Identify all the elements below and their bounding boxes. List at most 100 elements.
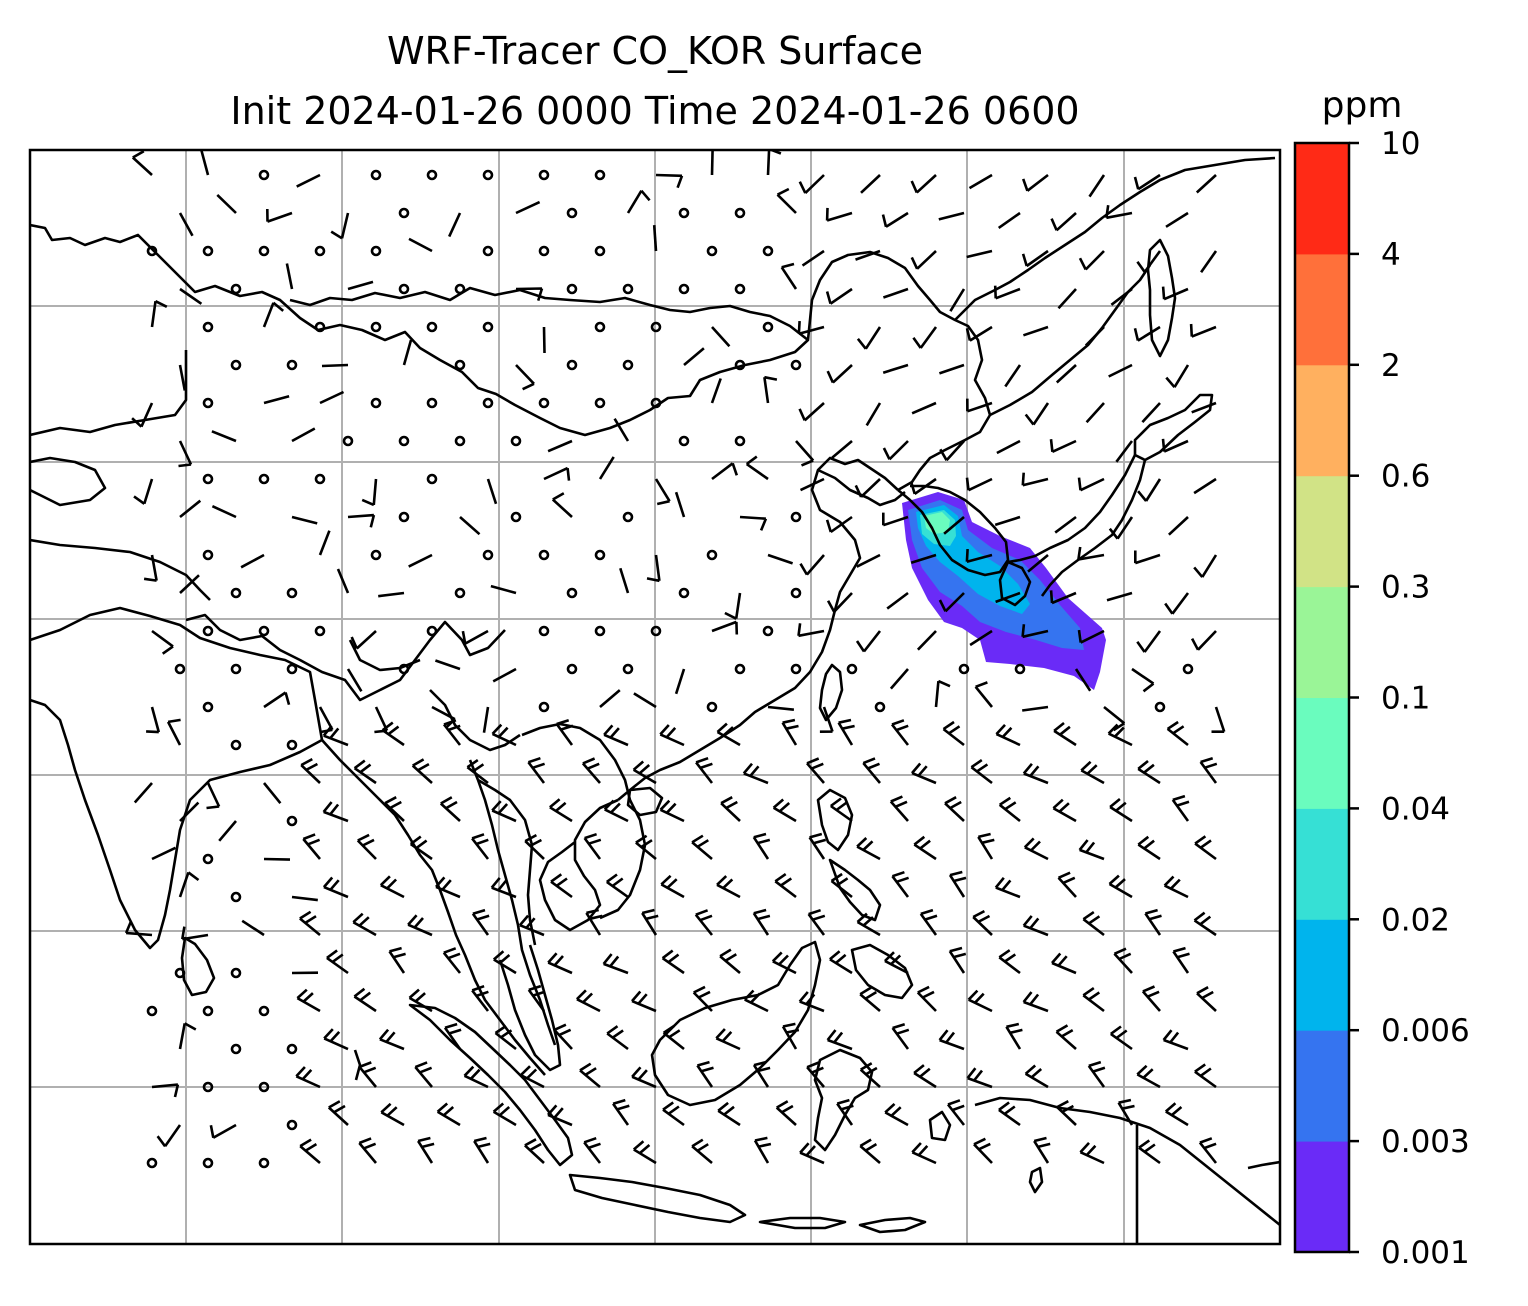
calm-wind-marker: [230, 587, 242, 599]
wind-barb: [1022, 325, 1049, 337]
wind-barb: [998, 1101, 1021, 1127]
wind-barb: [302, 833, 321, 860]
wind-barb: [771, 951, 797, 975]
calm-wind-marker: [398, 283, 410, 295]
calm-wind-marker: [398, 663, 410, 675]
wind-barb: [859, 986, 881, 1012]
wind-barb: [181, 926, 209, 941]
wind-barb: [659, 724, 685, 747]
calm-wind-marker: [1154, 701, 1166, 713]
wind-barb: [972, 909, 993, 936]
colorbar-tick-label: 0.006: [1381, 1013, 1470, 1049]
calm-wind-marker: [482, 169, 494, 181]
wind-barb: [660, 874, 685, 899]
wind-barb: [1057, 288, 1077, 310]
calm-wind-marker: [426, 397, 438, 409]
wind-barb: [946, 1099, 966, 1126]
wind-barb: [602, 953, 629, 975]
calm-wind-marker: [314, 321, 326, 333]
wind-barb: [1136, 1064, 1161, 1089]
wind-barb: [408, 988, 433, 1013]
calm-wind-marker: [762, 625, 774, 637]
calm-wind-marker: [202, 853, 214, 865]
wind-barb: [166, 718, 182, 746]
wind-barb: [1189, 323, 1217, 338]
wind-barb: [322, 876, 349, 899]
wind-barb: [407, 914, 433, 937]
wind-barb: [143, 554, 158, 582]
wind-barb: [881, 211, 909, 228]
calm-wind-marker: [258, 245, 270, 257]
calm-wind-marker: [286, 815, 298, 827]
wind-barb: [1021, 472, 1049, 487]
wind-barb: [619, 567, 630, 594]
wind-barb: [1137, 835, 1161, 861]
wind-barb: [291, 895, 318, 902]
colorbar-tick-label: 0.001: [1381, 1235, 1470, 1271]
calm-wind-marker: [846, 663, 858, 675]
map-panel: [28, 148, 1282, 1246]
wind-barb: [490, 877, 517, 899]
wind-barb: [206, 782, 221, 810]
wind-barb: [910, 553, 937, 565]
wind-barb: [471, 984, 490, 1012]
wind-barb: [806, 757, 825, 784]
wind-barb: [799, 1142, 825, 1165]
map-frame: [28, 148, 1282, 1246]
wind-barb: [631, 1066, 657, 1089]
calm-wind-marker: [566, 663, 578, 675]
wind-barb: [938, 363, 965, 375]
wind-barb: [300, 757, 321, 784]
wind-barb: [1052, 798, 1077, 823]
wind-barb: [942, 720, 965, 747]
wind-barb: [939, 440, 965, 462]
wind-barb: [482, 706, 490, 733]
wind-barb: [179, 801, 200, 822]
wind-barb: [323, 1028, 349, 1051]
wind-barb: [1138, 1139, 1161, 1165]
colorbar-tick-label: 0.02: [1381, 902, 1450, 938]
wind-barb: [862, 757, 881, 784]
calm-wind-marker: [594, 397, 606, 409]
wind-barb: [1191, 401, 1217, 414]
wind-barb: [266, 208, 293, 223]
wind-barb: [133, 782, 153, 804]
wind-barb: [1194, 835, 1217, 861]
wind-barb: [384, 796, 405, 822]
wind-barb: [1051, 952, 1077, 975]
wind-barb: [178, 440, 193, 468]
wind-barb: [443, 1022, 462, 1050]
wind-barb: [603, 799, 629, 823]
wind-barb: [1200, 250, 1218, 274]
wind-barb: [241, 919, 265, 937]
calm-wind-marker: [706, 245, 718, 257]
wind-barb: [435, 876, 461, 899]
wind-barb: [767, 705, 795, 711]
wind-barb: [603, 724, 629, 747]
wind-barb: [994, 515, 1021, 527]
calm-wind-marker: [790, 511, 802, 523]
wind-barb: [547, 439, 573, 453]
wind-barb: [378, 1028, 405, 1051]
calm-wind-marker: [286, 587, 298, 599]
wind-barb: [692, 985, 713, 1012]
wind-barb: [146, 706, 161, 734]
colorbar-segment: [1295, 1141, 1349, 1253]
wind-barb: [683, 347, 705, 366]
calm-wind-marker: [790, 663, 802, 675]
wind-barb: [856, 837, 881, 861]
wind-barb: [911, 401, 937, 415]
wind-barb: [319, 390, 345, 405]
wind-barb: [178, 364, 187, 391]
wind-barb: [1164, 1102, 1189, 1127]
wind-barb: [524, 1138, 545, 1164]
calm-wind-marker: [370, 169, 382, 181]
calm-wind-marker: [734, 207, 746, 219]
wind-barb: [1117, 1098, 1135, 1126]
colorbar-tick-label: 0.003: [1381, 1124, 1470, 1160]
wind-barb: [799, 554, 825, 576]
wind-barb: [711, 326, 731, 348]
wind-barb: [938, 211, 965, 221]
calm-wind-marker: [482, 321, 494, 333]
calm-wind-marker: [734, 359, 746, 371]
